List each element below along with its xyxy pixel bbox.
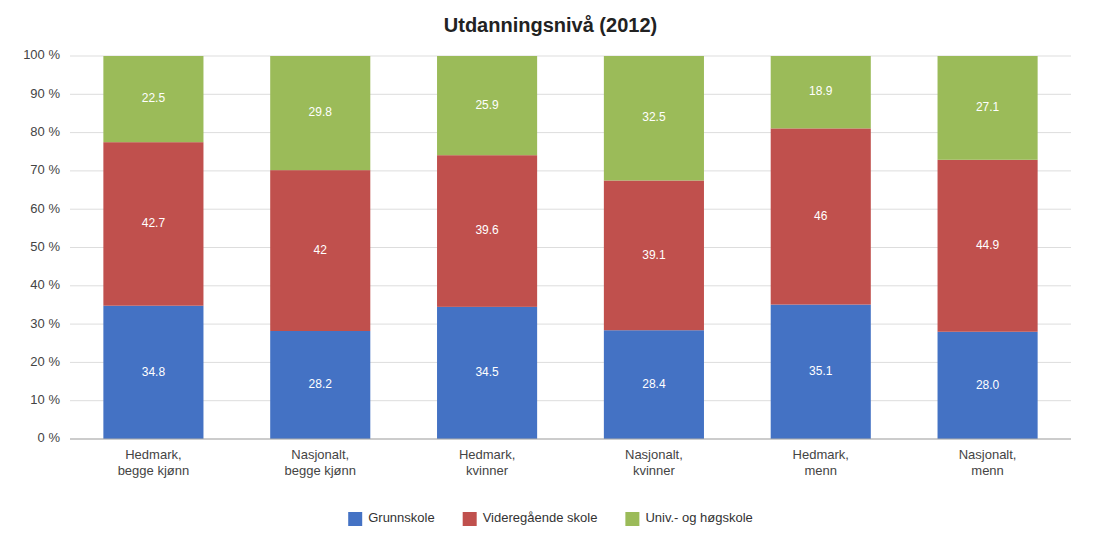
y-tick-label: 80 % (30, 124, 60, 139)
grid-line (70, 439, 1071, 440)
bar-segment (103, 142, 203, 306)
bar-segment (270, 331, 370, 439)
grid-line (70, 132, 1071, 133)
data-label: 44.9 (976, 238, 1000, 252)
y-tick-label: 20 % (30, 354, 60, 369)
bar-segment (270, 170, 370, 331)
chart-svg: Utdanningsnivå (2012) 0 % 10 % 20 % 30 % 40 %… (0, 0, 1101, 559)
data-label: 35.1 (809, 364, 833, 378)
data-label: 42 (314, 243, 328, 257)
data-label: 32.5 (642, 110, 666, 124)
x-axis: Hedmark,begge kjønn Nasjonalt,begge kjønn… (118, 447, 1017, 478)
data-label: 25.9 (475, 98, 499, 112)
bar-segment (771, 128, 871, 304)
legend-swatch (348, 512, 362, 526)
x-tick-label: Hedmark,kvinner (459, 447, 515, 478)
x-axis-line (70, 439, 1071, 440)
y-tick-label: 100 % (23, 47, 60, 62)
data-label: 46 (814, 209, 828, 223)
grid-line (70, 170, 1071, 171)
grid-line (70, 56, 1071, 57)
legend-label: Videregående skole (483, 510, 598, 525)
x-tick-label: Nasjonalt,kvinner (625, 447, 683, 478)
grid-line (70, 400, 1071, 401)
x-tick-label: Nasjonalt,begge kjønn (284, 447, 356, 478)
data-label: 34.5 (475, 365, 499, 379)
legend-label: Univ.- og høgskole (645, 510, 752, 525)
data-label: 42.7 (142, 216, 166, 230)
grid-line (70, 324, 1071, 325)
data-label: 28.0 (976, 378, 1000, 392)
grid-line (70, 94, 1071, 95)
x-tick-label: Nasjonalt,menn (959, 447, 1017, 478)
bar-segment (437, 155, 537, 307)
grid-line (70, 209, 1071, 210)
y-tick-label: 50 % (30, 239, 60, 254)
bar-segment (604, 56, 704, 180)
chart-title: Utdanningsnivå (2012) (444, 14, 657, 36)
bar-segment (437, 307, 537, 439)
data-label: 34.8 (142, 365, 166, 379)
grid-line (70, 247, 1071, 248)
legend-label: Grunnskole (368, 510, 434, 525)
data-labels: 34.8 28.2 34.5 28.4 35.1 28.0 42.7 42 39.6 39.1 46… (142, 84, 1000, 391)
y-tick-label: 40 % (30, 277, 60, 292)
legend-item: Univ.- og høgskole (625, 510, 752, 526)
grid-line (70, 285, 1071, 286)
y-tick-label: 0 % (38, 430, 61, 445)
data-label: 18.9 (809, 84, 833, 98)
bar-segment (938, 160, 1038, 332)
data-label: 29.8 (309, 105, 333, 119)
y-tick-label: 90 % (30, 86, 60, 101)
y-axis: 0 % 10 % 20 % 30 % 40 % 50 % 60 % 70 % 80 % 90 % 1… (23, 47, 1071, 445)
bar-segment (604, 330, 704, 439)
bar-segment (103, 56, 203, 142)
data-label: 28.4 (642, 377, 666, 391)
legend-swatch (463, 512, 477, 526)
x-tick-label: Hedmark,menn (793, 447, 849, 478)
data-label: 22.5 (142, 91, 166, 105)
bar-segment (938, 332, 1038, 439)
data-label: 39.1 (642, 248, 666, 262)
chart-container: Utdanningsnivå (2012) 0 % 10 % 20 % 30 % 40 %… (0, 0, 1101, 559)
bar-segment (270, 56, 370, 170)
bar-segment (771, 305, 871, 439)
bar-segment (771, 56, 871, 128)
data-label: 28.2 (309, 377, 333, 391)
y-tick-label: 10 % (30, 392, 60, 407)
grid-line (70, 362, 1071, 363)
legend: Grunnskole Videregående skole Univ.- og hø… (348, 510, 753, 526)
legend-swatch (625, 512, 639, 526)
bar-segment (938, 56, 1038, 160)
bar-segment (604, 180, 704, 330)
x-tick-label: Hedmark,begge kjønn (118, 447, 190, 478)
legend-item: Videregående skole (463, 510, 598, 526)
y-tick-label: 60 % (30, 201, 60, 216)
bar-segment (103, 306, 203, 439)
y-tick-label: 30 % (30, 316, 60, 331)
legend-item: Grunnskole (348, 510, 434, 526)
data-label: 27.1 (976, 100, 1000, 114)
y-tick-label: 70 % (30, 162, 60, 177)
bar-segment (437, 56, 537, 155)
bars (103, 56, 1037, 439)
data-label: 39.6 (475, 223, 499, 237)
